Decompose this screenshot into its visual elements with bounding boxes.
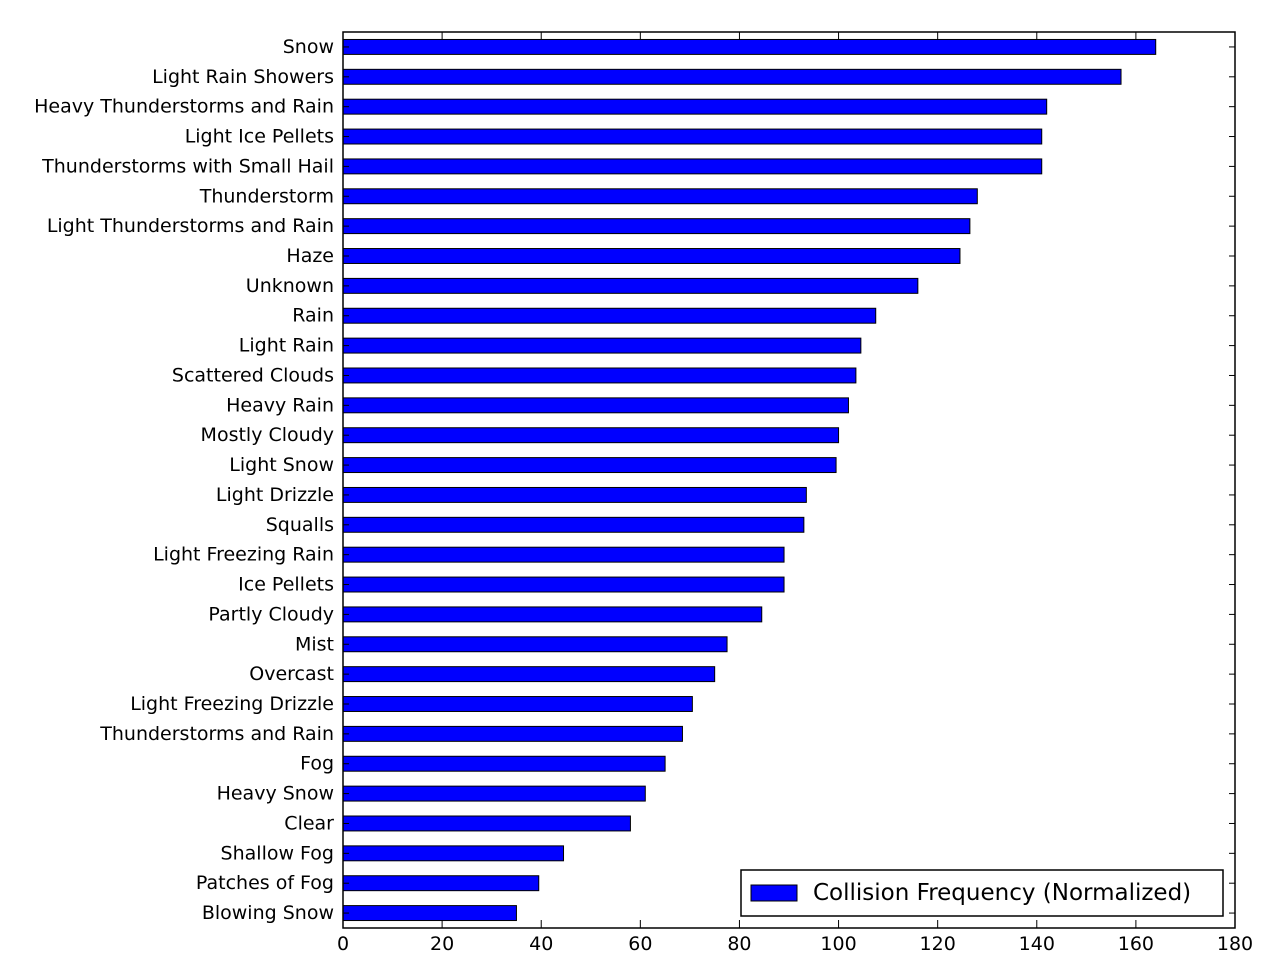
bar (342, 576, 785, 593)
plot-area-frame (342, 31, 1236, 929)
bar (342, 666, 716, 683)
bar (342, 457, 837, 474)
category-label: Rain (292, 305, 334, 327)
category-label: Clear (284, 812, 334, 834)
x-tick-label: 40 (529, 933, 553, 955)
bar (342, 38, 1157, 55)
category-label: Light Thunderstorms and Rain (47, 215, 334, 237)
category-label: Thunderstorms with Small Hail (41, 155, 334, 177)
bar (342, 785, 646, 802)
x-tick-label: 100 (820, 933, 856, 955)
bar (342, 606, 763, 623)
bar (342, 755, 666, 772)
category-label: Light Rain Showers (152, 66, 334, 88)
bar (342, 337, 862, 354)
category-label: Heavy Thunderstorms and Rain (34, 96, 334, 118)
x-tick-label: 140 (1019, 933, 1055, 955)
bar (342, 158, 1043, 175)
bar (342, 248, 961, 264)
x-tick-label: 120 (920, 933, 956, 955)
category-label: Partly Cloudy (208, 603, 334, 625)
bars-group (342, 38, 1157, 922)
category-label: Fog (300, 753, 334, 775)
bar (342, 277, 919, 294)
category-label: Light Freezing Drizzle (130, 693, 334, 715)
legend: Collision Frequency (Normalized) (740, 869, 1224, 917)
category-label: Unknown (246, 275, 334, 297)
bar (342, 815, 631, 832)
bar (342, 696, 693, 712)
category-label: Heavy Rain (226, 394, 334, 416)
bar (342, 68, 1122, 85)
bar (342, 397, 849, 414)
bar (342, 636, 728, 653)
bar (342, 98, 1048, 115)
category-label: Haze (286, 245, 334, 267)
category-label: Squalls (266, 514, 334, 536)
legend-box (740, 869, 1224, 917)
legend-label: Collision Frequency (Normalized) (813, 880, 1191, 906)
x-tick-label: 180 (1217, 933, 1253, 955)
bar (342, 905, 517, 922)
category-label: Mist (295, 633, 334, 655)
category-label: Light Snow (229, 454, 334, 476)
category-label: Scattered Clouds (172, 364, 334, 386)
category-labels: Snow Light Rain Showers Heavy Thunderstorm… (34, 36, 334, 924)
category-label: Heavy Snow (217, 783, 334, 805)
category-label: Light Rain (239, 335, 334, 357)
bar (342, 546, 785, 563)
category-label: Blowing Snow (202, 902, 334, 924)
bar (342, 188, 978, 205)
bar (342, 516, 805, 533)
bar (342, 725, 683, 742)
category-label: Light Freezing Rain (153, 544, 334, 566)
x-axis-ticks: 0 20 40 60 80 100 120 140 160 180 (337, 32, 1253, 955)
bar (342, 875, 540, 892)
bar (342, 218, 971, 235)
category-label: Thunderstorms and Rain (99, 723, 334, 745)
bar (342, 367, 857, 384)
x-tick-label: 80 (727, 933, 751, 955)
category-label: Ice Pellets (238, 574, 334, 596)
bar (342, 845, 565, 862)
x-tick-label: 160 (1118, 933, 1154, 955)
bar (342, 486, 807, 503)
bar (342, 128, 1043, 145)
category-label: Overcast (249, 663, 334, 685)
bar (342, 427, 840, 444)
x-tick-label: 60 (628, 933, 652, 955)
category-label: Light Drizzle (216, 484, 334, 506)
x-tick-label: 0 (337, 933, 349, 955)
category-label: Light Ice Pellets (185, 126, 334, 148)
legend-swatch (750, 884, 798, 902)
x-tick-label: 20 (430, 933, 454, 955)
bar (342, 307, 877, 324)
category-label: Patches of Fog (196, 872, 334, 894)
category-label: Shallow Fog (221, 842, 334, 864)
category-label: Thunderstorm (199, 185, 334, 207)
category-label: Snow (283, 36, 334, 58)
category-label: Mostly Cloudy (201, 424, 334, 446)
